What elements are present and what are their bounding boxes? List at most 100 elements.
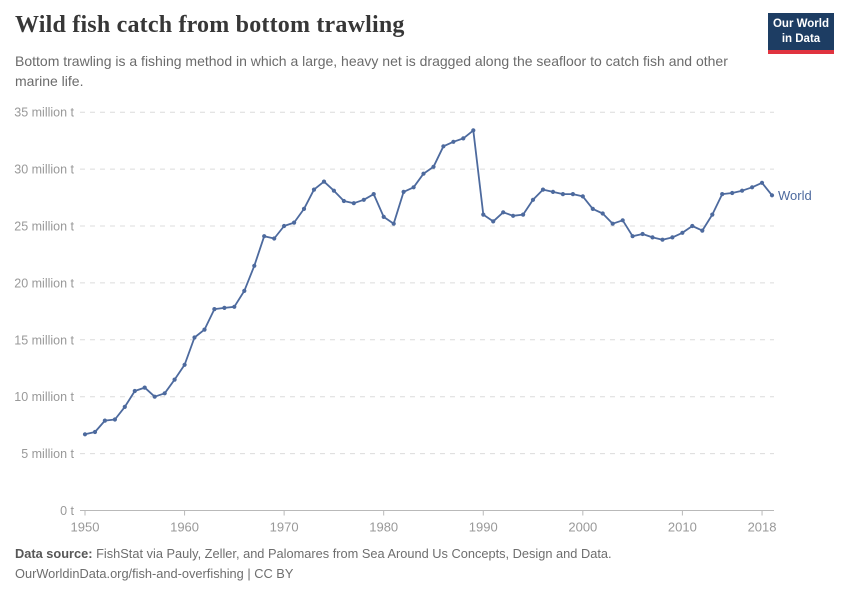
x-tick-label: 1970 bbox=[270, 520, 299, 535]
data-point[interactable] bbox=[700, 228, 705, 233]
data-point[interactable] bbox=[481, 212, 486, 217]
data-point[interactable] bbox=[232, 304, 237, 309]
x-tick-label: 1960 bbox=[170, 520, 199, 535]
data-point[interactable] bbox=[252, 263, 257, 268]
data-point[interactable] bbox=[391, 221, 396, 226]
data-point[interactable] bbox=[401, 189, 406, 194]
y-tick-label: 25 million t bbox=[14, 220, 74, 234]
data-point[interactable] bbox=[441, 144, 446, 149]
x-tick-label: 1990 bbox=[469, 520, 498, 535]
license-line: OurWorldinData.org/fish-and-overfishing … bbox=[15, 564, 835, 584]
owid-logo: Our World in Data bbox=[768, 13, 834, 54]
chart-subtitle: Bottom trawling is a fishing method in w… bbox=[15, 53, 728, 90]
data-point[interactable] bbox=[132, 388, 137, 394]
data-point[interactable] bbox=[242, 288, 247, 293]
data-point[interactable] bbox=[640, 231, 645, 237]
data-point[interactable] bbox=[580, 194, 585, 199]
data-point[interactable] bbox=[620, 218, 625, 223]
series-end-label: World bbox=[778, 188, 812, 203]
data-point[interactable] bbox=[102, 418, 107, 423]
data-point[interactable] bbox=[630, 234, 635, 239]
x-tick-label: 1950 bbox=[71, 520, 100, 535]
data-point[interactable] bbox=[501, 210, 506, 215]
data-point[interactable] bbox=[530, 197, 536, 202]
data-point[interactable] bbox=[182, 362, 187, 367]
data-point[interactable] bbox=[550, 189, 556, 194]
y-tick-label: 15 million t bbox=[14, 333, 74, 347]
owid-logo-line2: in Data bbox=[781, 32, 821, 45]
data-point[interactable] bbox=[92, 429, 98, 435]
data-point[interactable] bbox=[172, 377, 177, 382]
data-point[interactable] bbox=[222, 305, 227, 310]
y-tick-label: 0 t bbox=[60, 504, 74, 518]
data-point[interactable] bbox=[510, 213, 516, 218]
data-point[interactable] bbox=[610, 221, 615, 226]
data-point[interactable] bbox=[570, 192, 576, 197]
data-point[interactable] bbox=[670, 235, 675, 240]
data-point[interactable] bbox=[272, 236, 277, 241]
data-point[interactable] bbox=[321, 179, 327, 184]
data-point[interactable] bbox=[341, 198, 346, 204]
source-url[interactable]: OurWorldinData.org/fish-and-overfishing bbox=[15, 566, 244, 582]
data-point[interactable] bbox=[411, 185, 416, 190]
y-tick-label: 20 million t bbox=[14, 276, 74, 290]
data-point[interactable] bbox=[82, 432, 88, 437]
chart-footer: Data source: FishStat via Pauly, Zeller,… bbox=[15, 544, 835, 585]
trend-line[interactable] bbox=[84, 129, 773, 436]
data-point[interactable] bbox=[431, 164, 436, 169]
data-point[interactable] bbox=[192, 335, 197, 340]
y-tick-label: 5 million t bbox=[21, 447, 74, 461]
data-point[interactable] bbox=[600, 211, 605, 216]
data-point[interactable] bbox=[710, 212, 715, 217]
data-point[interactable] bbox=[331, 188, 336, 193]
data-point[interactable] bbox=[371, 192, 376, 197]
data-point[interactable] bbox=[491, 219, 496, 224]
data-point[interactable] bbox=[142, 385, 147, 390]
data-point[interactable] bbox=[421, 171, 426, 176]
license-label: CC BY bbox=[254, 566, 294, 582]
data-point[interactable] bbox=[212, 307, 217, 312]
data-point[interactable] bbox=[759, 180, 765, 185]
data-point[interactable] bbox=[560, 192, 566, 197]
owid-logo-line1: Our World bbox=[772, 18, 829, 31]
data-point[interactable] bbox=[162, 391, 167, 396]
data-point[interactable] bbox=[292, 220, 297, 225]
data-point[interactable] bbox=[690, 223, 695, 229]
data-point[interactable] bbox=[730, 190, 735, 196]
data-point[interactable] bbox=[521, 212, 526, 217]
data-point[interactable] bbox=[311, 187, 317, 192]
data-point[interactable] bbox=[461, 136, 466, 141]
y-tick-label: 10 million t bbox=[14, 390, 74, 404]
x-tick-label: 2018 bbox=[748, 520, 777, 535]
data-point[interactable] bbox=[361, 197, 366, 202]
data-point[interactable] bbox=[590, 206, 595, 211]
x-tick-label: 2000 bbox=[568, 520, 597, 535]
data-point[interactable] bbox=[451, 139, 456, 144]
x-tick-label: 1980 bbox=[369, 520, 398, 535]
data-point[interactable] bbox=[650, 235, 655, 240]
data-point[interactable] bbox=[740, 188, 745, 193]
data-point[interactable] bbox=[769, 193, 775, 198]
data-point[interactable] bbox=[122, 404, 127, 409]
data-point[interactable] bbox=[351, 201, 356, 206]
data-source-text: FishStat via Pauly, Zeller, and Palomare… bbox=[96, 546, 612, 561]
y-tick-label: 35 million t bbox=[14, 106, 74, 120]
data-point[interactable] bbox=[112, 417, 117, 422]
data-point[interactable] bbox=[262, 234, 267, 239]
data-point[interactable] bbox=[471, 128, 476, 133]
data-point[interactable] bbox=[680, 230, 685, 235]
x-tick-label: 2010 bbox=[668, 520, 697, 535]
data-point[interactable] bbox=[202, 327, 207, 332]
data-source-line: Data source: FishStat via Pauly, Zeller,… bbox=[15, 544, 835, 564]
data-point[interactable] bbox=[381, 214, 386, 219]
data-point[interactable] bbox=[540, 187, 546, 192]
data-point[interactable] bbox=[660, 237, 665, 242]
data-point[interactable] bbox=[301, 206, 307, 211]
data-point[interactable] bbox=[282, 223, 287, 229]
data-point[interactable] bbox=[152, 394, 157, 399]
y-tick-label: 30 million t bbox=[14, 163, 74, 177]
data-point[interactable] bbox=[750, 185, 755, 190]
data-point[interactable] bbox=[720, 192, 725, 197]
